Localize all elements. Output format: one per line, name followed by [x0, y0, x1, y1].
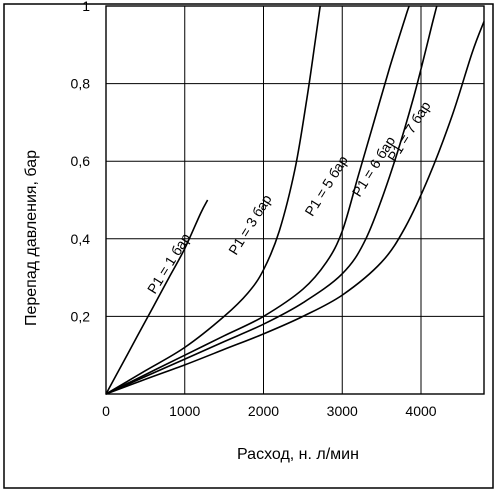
- x-tick-label: 1000: [169, 403, 200, 419]
- x-axis-label: Расход, н. л/мин: [237, 446, 359, 463]
- series-line-1: [105, 199, 209, 395]
- y-tick-label: 0,2: [71, 308, 91, 324]
- y-tick-label: 1: [82, 0, 90, 14]
- series-line-3: [105, 5, 410, 395]
- plot-area-border: [105, 5, 485, 395]
- curves: [105, 5, 485, 395]
- y-tick-label: 0,4: [71, 231, 91, 247]
- series-label-1: P1 = 1 бар: [144, 230, 194, 296]
- x-tick-label: 3000: [327, 403, 358, 419]
- tick-labels: 0 1000 2000 3000 4000 0,2 0,4 0,6 0,8 1: [71, 0, 437, 419]
- series-line-2: [105, 5, 321, 395]
- x-tick-label: 2000: [248, 403, 279, 419]
- y-tick-label: 0,8: [71, 76, 91, 92]
- y-axis-label: Перепад давления, бар: [23, 150, 40, 326]
- series-label-2: P1 = 3 бар: [225, 191, 275, 257]
- series-line-5: [105, 21, 485, 395]
- grid: [106, 6, 484, 394]
- x-tick-label: 0: [102, 403, 110, 419]
- series-line-4: [105, 5, 438, 395]
- series-label-5: P1 = 7 бар: [384, 98, 434, 164]
- series-label-4: P1 = 6 бар: [349, 133, 399, 199]
- y-tick-label: 0,6: [71, 153, 91, 169]
- series-label-3: P1 = 5 бар: [301, 152, 351, 218]
- figure-frame: [3, 3, 494, 489]
- x-tick-label: 4000: [405, 403, 436, 419]
